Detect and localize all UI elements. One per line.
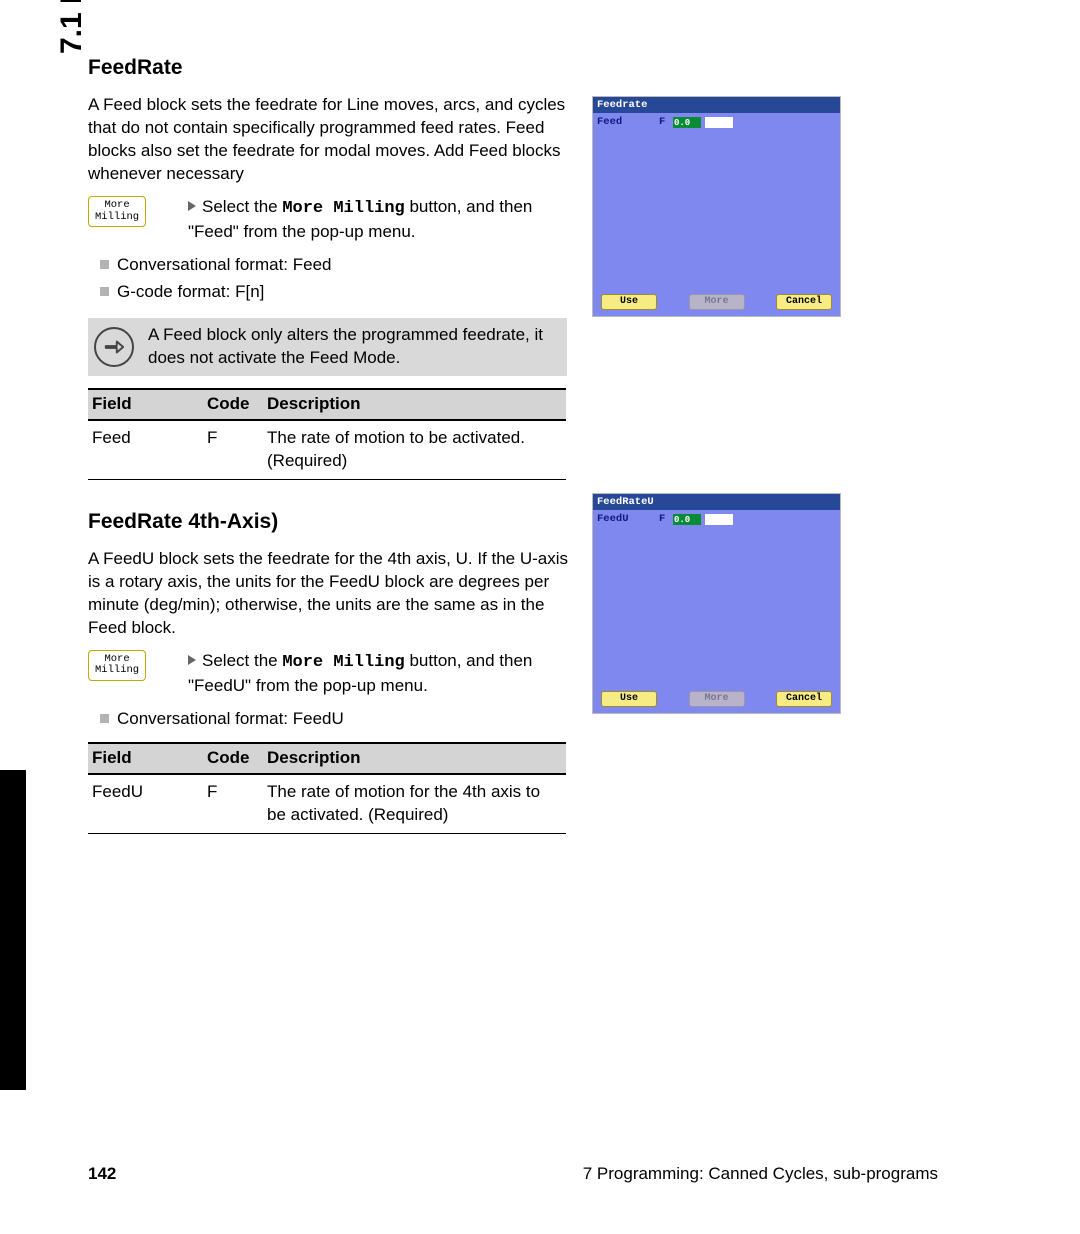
table-header: Code <box>203 743 263 774</box>
field-input[interactable]: 0.0 <box>673 514 701 525</box>
table-header: Description <box>263 743 566 774</box>
table-header: Field <box>88 389 203 420</box>
key-line-1: More <box>104 653 129 665</box>
square-bullet-icon <box>100 260 109 269</box>
arrow-icon <box>188 655 196 665</box>
cancel-button[interactable]: Cancel <box>776 691 832 707</box>
cell-desc: The rate of motion to be activated. (Req… <box>263 420 566 479</box>
note-text: A Feed block only alters the programmed … <box>148 324 559 370</box>
square-bullet-icon <box>100 714 109 723</box>
table-row: FeedU F The rate of motion for the 4th a… <box>88 774 566 833</box>
cell-code: F <box>203 774 263 833</box>
field-input[interactable]: 0.0 <box>673 117 701 128</box>
more-button[interactable]: More <box>689 691 745 707</box>
page-footer: 142 7 Programming: Canned Cycles, sub-pr… <box>88 1163 938 1186</box>
table-header: Field <box>88 743 203 774</box>
field-code-label: F <box>659 512 669 526</box>
chapter-title: 7 Programming: Canned Cycles, sub-progra… <box>583 1163 938 1186</box>
page-number: 142 <box>88 1163 116 1186</box>
section-intro: A Feed block sets the feedrate for Line … <box>88 94 578 186</box>
cancel-button[interactable]: Cancel <box>776 294 832 310</box>
step-text-prefix: Select the <box>202 197 282 216</box>
instruction-step: More Milling Select the More Milling but… <box>88 196 578 244</box>
use-button[interactable]: Use <box>601 691 657 707</box>
field-input-blank[interactable] <box>705 117 733 128</box>
step-text-bold: More Milling <box>282 199 404 218</box>
cell-desc: The rate of motion for the 4th axis to b… <box>263 774 566 833</box>
dialog-field-row: FeedU F 0.0 <box>593 510 840 528</box>
field-table: Field Code Description FeedU F The rate … <box>88 742 566 834</box>
note-box: A Feed block only alters the programmed … <box>88 318 567 376</box>
dialog-titlebar: FeedRateU <box>593 494 840 510</box>
dialog-button-bar: Use More Cancel <box>593 687 840 713</box>
more-button[interactable]: More <box>689 294 745 310</box>
list-item: Conversational format: Feed <box>100 254 578 277</box>
instruction-step: More Milling Select the More Milling but… <box>88 650 578 698</box>
list-item: Conversational format: FeedU <box>100 708 578 731</box>
field-code-label: F <box>659 115 669 129</box>
more-milling-key[interactable]: More Milling <box>88 650 146 681</box>
step-text-bold: More Milling <box>282 653 404 672</box>
list-item-text: G-code format: F[n] <box>117 282 264 301</box>
arrow-icon <box>188 201 196 211</box>
cell-code: F <box>203 420 263 479</box>
key-line-2: Milling <box>95 664 139 676</box>
cell-field: Feed <box>88 420 203 479</box>
table-row: Feed F The rate of motion to be activate… <box>88 420 566 479</box>
section-intro: A FeedU block sets the feedrate for the … <box>88 548 578 640</box>
thumb-tab <box>0 770 26 1090</box>
key-line-1: More <box>104 199 129 211</box>
field-label: Feed <box>597 115 659 129</box>
step-text-prefix: Select the <box>202 651 282 670</box>
list-item: G-code format: F[n] <box>100 281 578 304</box>
square-bullet-icon <box>100 287 109 296</box>
figure-feedrate: Feedrate Feed F 0.0 Use More Cancel <box>592 96 841 317</box>
section-side-title: 7.1 Explaining Basic Cycles <box>52 0 93 54</box>
key-line-2: Milling <box>95 211 139 223</box>
table-header: Description <box>263 389 566 420</box>
field-table: Field Code Description Feed F The rate o… <box>88 388 566 480</box>
field-input-blank[interactable] <box>705 514 733 525</box>
list-item-text: Conversational format: Feed <box>117 255 332 274</box>
list-item-text: Conversational format: FeedU <box>117 709 344 728</box>
table-header: Code <box>203 389 263 420</box>
dialog-field-row: Feed F 0.0 <box>593 113 840 131</box>
more-milling-key[interactable]: More Milling <box>88 196 146 227</box>
note-icon <box>94 327 134 367</box>
cell-field: FeedU <box>88 774 203 833</box>
section-title: FeedRate 4th-Axis) <box>88 508 578 536</box>
dialog-button-bar: Use More Cancel <box>593 290 840 316</box>
dialog-titlebar: Feedrate <box>593 97 840 113</box>
field-label: FeedU <box>597 512 659 526</box>
section-title: FeedRate <box>88 54 578 82</box>
figure-feedrateu: FeedRateU FeedU F 0.0 Use More Cancel <box>592 493 841 714</box>
use-button[interactable]: Use <box>601 294 657 310</box>
